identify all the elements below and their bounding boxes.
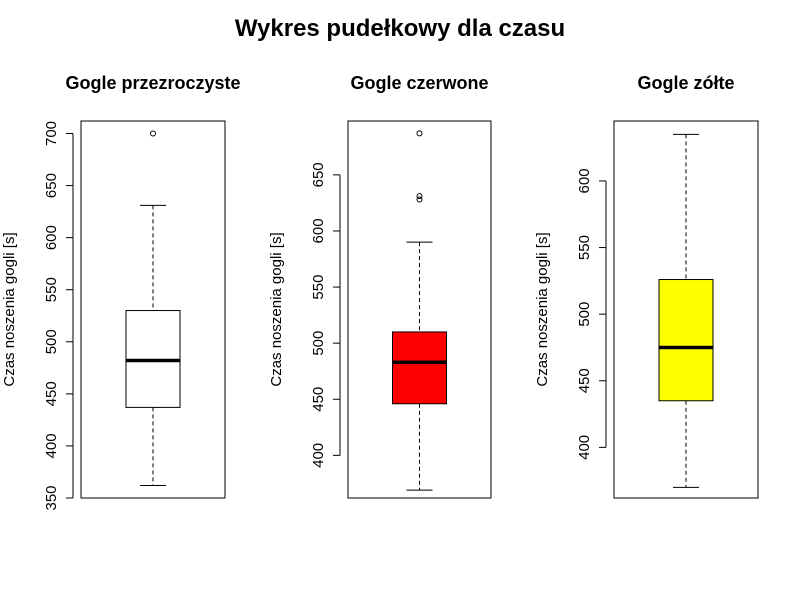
panel-3-tick-label: 600 [576,168,593,193]
panel-1-tick-label: 550 [43,277,60,302]
panel-1-tick-label: 650 [43,173,60,198]
panel-2-tick-label: 650 [310,162,327,187]
panel-2-tick-label: 550 [310,275,327,300]
panel-2-plot-frame [347,120,492,499]
panel-3-tick-label: 450 [576,368,593,393]
panel-1-title: Gogle przezroczyste [65,73,240,93]
panel-1-tick-label: 700 [43,121,60,146]
panel-3-tick-label: 550 [576,235,593,260]
panel-1-outlier-point [150,130,156,137]
panel-3-tick-label: 500 [576,302,593,327]
panel-1-plot-frame [80,120,226,499]
panel-2-tick-label: 600 [310,218,327,243]
panel-2-outlier-point [416,196,423,203]
panel-2-box [392,331,447,405]
panel-2-y-axis-label: Czas noszenia gogli [s] [268,232,285,386]
panel-1-tick-label: 400 [43,433,60,458]
chart-title: Wykres pudełkowy dla czasu [235,15,565,42]
panel-2-tick-label: 450 [310,387,327,412]
panel-1-tick-label: 450 [43,381,60,406]
panel-1-y-axis-label: Czas noszenia gogli [s] [1,232,18,386]
panel-3-plot-frame [613,120,759,499]
panel-3-box [658,279,714,402]
panel-2-outlier-point [416,193,423,200]
panel-1-tick-label: 500 [43,329,60,354]
panel-3-title: Gogle zółte [637,73,734,93]
panel-1-tick-label: 350 [43,485,60,510]
panel-3-tick-label: 400 [576,435,593,460]
panel-3-y-axis-label: Czas noszenia gogli [s] [534,232,551,386]
panel-2-title: Gogle czerwone [350,73,488,93]
panel-2-tick-label: 400 [310,443,327,468]
panel-1-tick-label: 600 [43,225,60,250]
panel-2-tick-label: 500 [310,331,327,356]
panel-2-outlier-point [416,130,423,137]
